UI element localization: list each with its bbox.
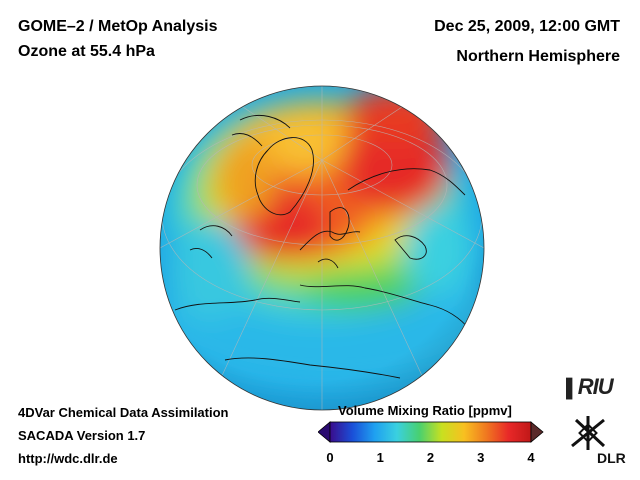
colorbar-gradient	[329, 421, 532, 443]
colorbar-tick-label: 4	[527, 450, 535, 465]
colorbar-tick-label: 3	[477, 450, 485, 465]
colorbar-tick-label: 0	[326, 450, 334, 465]
coastlines	[174, 115, 471, 379]
footer-url[interactable]: http://wdc.dlr.de	[18, 451, 118, 466]
colorbar-min-arrow	[318, 421, 331, 443]
scandinavia-coastline	[329, 207, 350, 241]
footer-line-1: 4DVar Chemical Data Assimilation	[18, 405, 229, 420]
dlr-logo-icon	[571, 416, 606, 450]
colorbar-tick-label: 1	[376, 450, 384, 465]
dlr-logo-text: DLR	[597, 450, 626, 466]
colorbar	[318, 421, 544, 443]
colorbar-tick-label: 2	[426, 450, 435, 465]
title-line-2: Ozone at 55.4 hPa	[18, 43, 155, 60]
date-label: Dec 25, 2009, 12:00 GMT	[434, 18, 620, 35]
colorbar-title: Volume Mixing Ratio [ppmv]	[338, 403, 512, 418]
region-label: Northern Hemisphere	[456, 48, 620, 65]
riu-logo: ▌RIU	[566, 374, 614, 399]
greenland-coastline	[254, 137, 314, 216]
footer-line-2: SACADA Version 1.7	[18, 428, 146, 443]
colorbar-max-arrow	[530, 421, 544, 443]
title-line-1: GOME–2 / MetOp Analysis	[18, 18, 218, 35]
